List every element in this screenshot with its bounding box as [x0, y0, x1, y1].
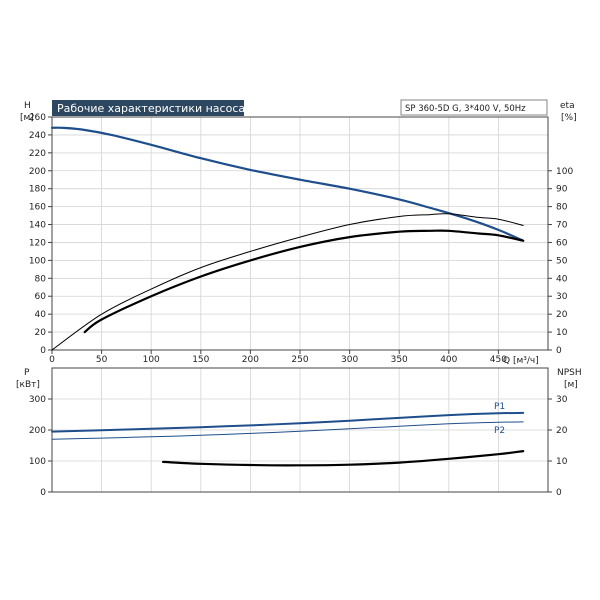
eta-tick-label: 80	[556, 203, 568, 213]
npsh-tick-label: 20	[556, 426, 568, 436]
h-tick-label: 100	[29, 256, 46, 266]
q-tick-label: 300	[341, 355, 358, 365]
p-tick-label: 100	[29, 457, 46, 467]
npsh-axis-ticks: 0 10 20 30	[548, 395, 568, 498]
npsh-tick-label: 30	[556, 395, 568, 405]
p-axis-ticks: 0 100 200 300	[29, 395, 52, 498]
h-tick-label: 80	[35, 274, 47, 284]
q-axis-label: Q [м³/ч]	[503, 356, 539, 366]
h-tick-label: 20	[35, 328, 47, 338]
p2-curve	[51, 421, 524, 440]
p2-series-label: P2	[494, 426, 505, 436]
eta-thick-curve	[83, 229, 525, 334]
h-tick-label: 60	[35, 292, 47, 302]
p-axis-label: P	[24, 368, 30, 378]
title-banner: Рабочие характеристики насоса	[52, 100, 245, 116]
eta-tick-label: 60	[556, 238, 568, 248]
q-tick-label: 350	[391, 355, 408, 365]
p-tick-label: 200	[29, 426, 46, 436]
p1-curve	[51, 411, 525, 433]
eta-axis-label: eta	[560, 101, 575, 111]
q-axis-ticks: 0 50 100 150 200 250 300 350 400 450	[49, 350, 507, 365]
lower-grid	[52, 368, 548, 492]
h-tick-label: 40	[35, 310, 47, 320]
eta-axis-unit: [%]	[561, 113, 577, 123]
model-box: SP 360-5D G, 3*400 V, 50Hz	[400, 99, 548, 116]
h-axis-unit: [м]	[20, 113, 34, 123]
npsh-tick-label: 0	[556, 488, 562, 498]
eta-tick-label: 50	[556, 256, 568, 266]
eta-axis-ticks: 0 10 20 30 40 50 60 70 80 90 100	[548, 167, 573, 356]
h-tick-label: 240	[29, 131, 46, 141]
npsh-curve	[162, 450, 525, 467]
h-tick-label: 200	[29, 167, 46, 177]
eta-tick-label: 40	[556, 274, 568, 284]
upper-series	[50, 126, 525, 351]
h-axis-label: H	[24, 101, 31, 111]
p1-series-label: P1	[494, 402, 505, 412]
p-tick-label: 300	[29, 395, 46, 405]
q-tick-label: 50	[96, 355, 108, 365]
h-tick-label: 260	[29, 113, 46, 123]
eta-tick-label: 100	[556, 167, 573, 177]
h-axis-ticks: 0 20 40 60 80 100 120 140 160 180 200 220 240 260	[29, 113, 52, 356]
lower-series	[51, 411, 525, 467]
eta-tick-label: 20	[556, 310, 568, 320]
h-tick-label: 160	[29, 203, 46, 213]
p-axis-unit: [кВт]	[16, 380, 40, 390]
eta-tick-label: 90	[556, 185, 568, 195]
p-tick-label: 0	[40, 488, 46, 498]
q-tick-label: 250	[291, 355, 308, 365]
q-tick-label: 100	[143, 355, 160, 365]
eta-tick-label: 30	[556, 292, 568, 302]
npsh-axis-label: NPSH	[557, 368, 582, 378]
eta-tick-label: 70	[556, 221, 568, 231]
h-tick-label: 140	[29, 221, 46, 231]
q-tick-label: 0	[49, 355, 55, 365]
q-tick-label: 450	[490, 355, 507, 365]
q-tick-label: 150	[192, 355, 209, 365]
h-curve	[50, 126, 525, 242]
h-tick-label: 0	[40, 346, 46, 356]
chart-title: Рабочие характеристики насоса	[57, 102, 245, 115]
model-label: SP 360-5D G, 3*400 V, 50Hz	[405, 104, 526, 114]
title-background	[52, 100, 244, 116]
eta-tick-label: 10	[556, 328, 568, 338]
eta-tick-label: 0	[556, 346, 562, 356]
h-tick-label: 120	[29, 238, 46, 248]
q-tick-label: 400	[440, 355, 457, 365]
h-tick-label: 180	[29, 185, 46, 195]
eta-thin-curve	[51, 213, 524, 351]
npsh-axis-unit: [м]	[564, 380, 578, 390]
q-tick-label: 200	[242, 355, 259, 365]
npsh-tick-label: 10	[556, 457, 568, 467]
model-background	[400, 99, 548, 116]
h-tick-label: 220	[29, 149, 46, 159]
